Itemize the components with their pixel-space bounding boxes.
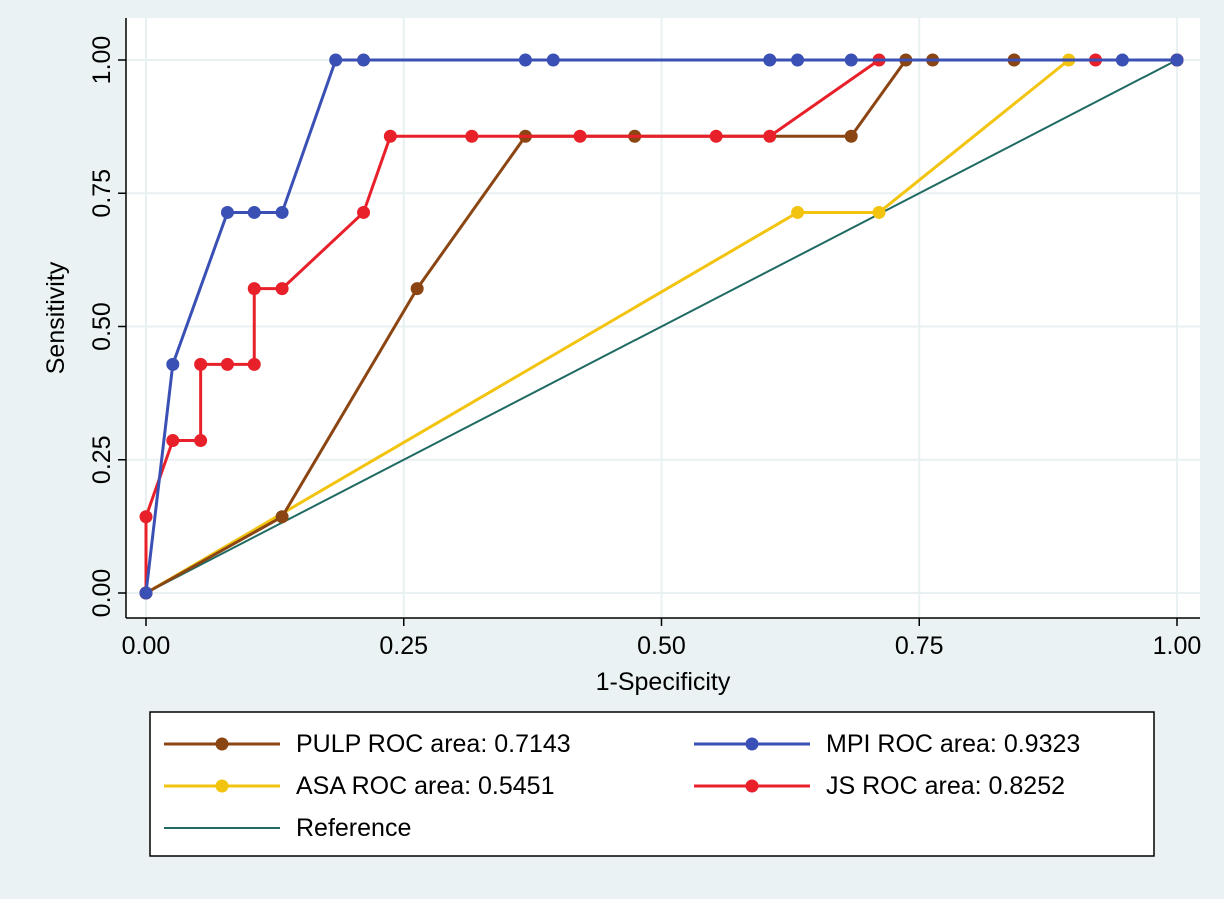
series-layer [139, 53, 1184, 600]
x-tick-label: 0.75 [895, 632, 944, 660]
data-point [166, 357, 180, 371]
series-5 [145, 59, 1178, 594]
data-point [844, 53, 858, 67]
data-point [220, 205, 234, 219]
legend-label: Reference [296, 814, 411, 842]
series-line [145, 59, 1178, 594]
data-point [518, 53, 532, 67]
legend-item-4: JS ROC area: 0.8252 [694, 772, 1065, 800]
y-tick-label: 0.25 [88, 435, 116, 484]
x-tick-label: 1.00 [1153, 632, 1202, 660]
data-point [410, 282, 424, 296]
data-point [357, 205, 371, 219]
y-tick-label: 0.75 [88, 169, 116, 218]
legend-label: PULP ROC area: 0.7143 [296, 730, 571, 758]
y-axis-title: Sensitivity [42, 261, 70, 374]
data-point [194, 357, 208, 371]
legend-item-5: Reference [164, 814, 411, 842]
data-point [791, 53, 805, 67]
data-point [383, 129, 397, 143]
y-tick-label: 0.50 [88, 302, 116, 351]
data-point [275, 282, 289, 296]
data-point [791, 205, 805, 219]
data-point [763, 129, 777, 143]
data-point [709, 129, 723, 143]
x-axis-title: 1-Specificity [596, 668, 731, 696]
legend-item-3: ASA ROC area: 0.5451 [164, 772, 554, 800]
legend-box [149, 711, 1155, 857]
legend-swatch-marker [215, 737, 229, 751]
legend-item-2: MPI ROC area: 0.9323 [694, 730, 1080, 758]
data-point [275, 205, 289, 219]
data-point [247, 282, 261, 296]
legend-label: MPI ROC area: 0.9323 [826, 730, 1080, 758]
legend-swatch-marker [745, 779, 759, 793]
legend-swatch-marker [745, 737, 759, 751]
legend-item-1: PULP ROC area: 0.7143 [164, 730, 571, 758]
data-point [329, 53, 343, 67]
x-tick-label: 0.25 [379, 632, 428, 660]
data-point [1115, 53, 1129, 67]
legend-label: JS ROC area: 0.8252 [826, 772, 1065, 800]
legend: PULP ROC area: 0.7143 MPI ROC area: 0.932… [149, 711, 1155, 857]
data-point [194, 434, 208, 448]
plot-area [126, 18, 1200, 618]
y-tick-label: 1.00 [88, 36, 116, 85]
data-point [872, 205, 886, 219]
data-point [844, 129, 858, 143]
data-point [465, 129, 479, 143]
y-tick-label: 0.00 [88, 569, 116, 618]
data-point [1170, 53, 1184, 67]
x-tick-label: 0.50 [637, 632, 686, 660]
data-point [357, 53, 371, 67]
data-point [166, 434, 180, 448]
data-point [275, 510, 289, 524]
data-point [139, 586, 153, 600]
data-point [220, 357, 234, 371]
data-point [763, 53, 777, 67]
axes: 0.00 0.25 0.50 0.75 1.00 0.00 0.25 0.50 0.75 1.00 [88, 18, 1201, 660]
series-2 [139, 53, 1184, 600]
data-point [573, 129, 587, 143]
x-tick-label: 0.00 [122, 632, 171, 660]
data-point [139, 510, 153, 524]
data-point [546, 53, 560, 67]
legend-label: ASA ROC area: 0.5451 [296, 772, 554, 800]
data-point [247, 205, 261, 219]
data-point [247, 357, 261, 371]
legend-swatch-marker [215, 779, 229, 793]
